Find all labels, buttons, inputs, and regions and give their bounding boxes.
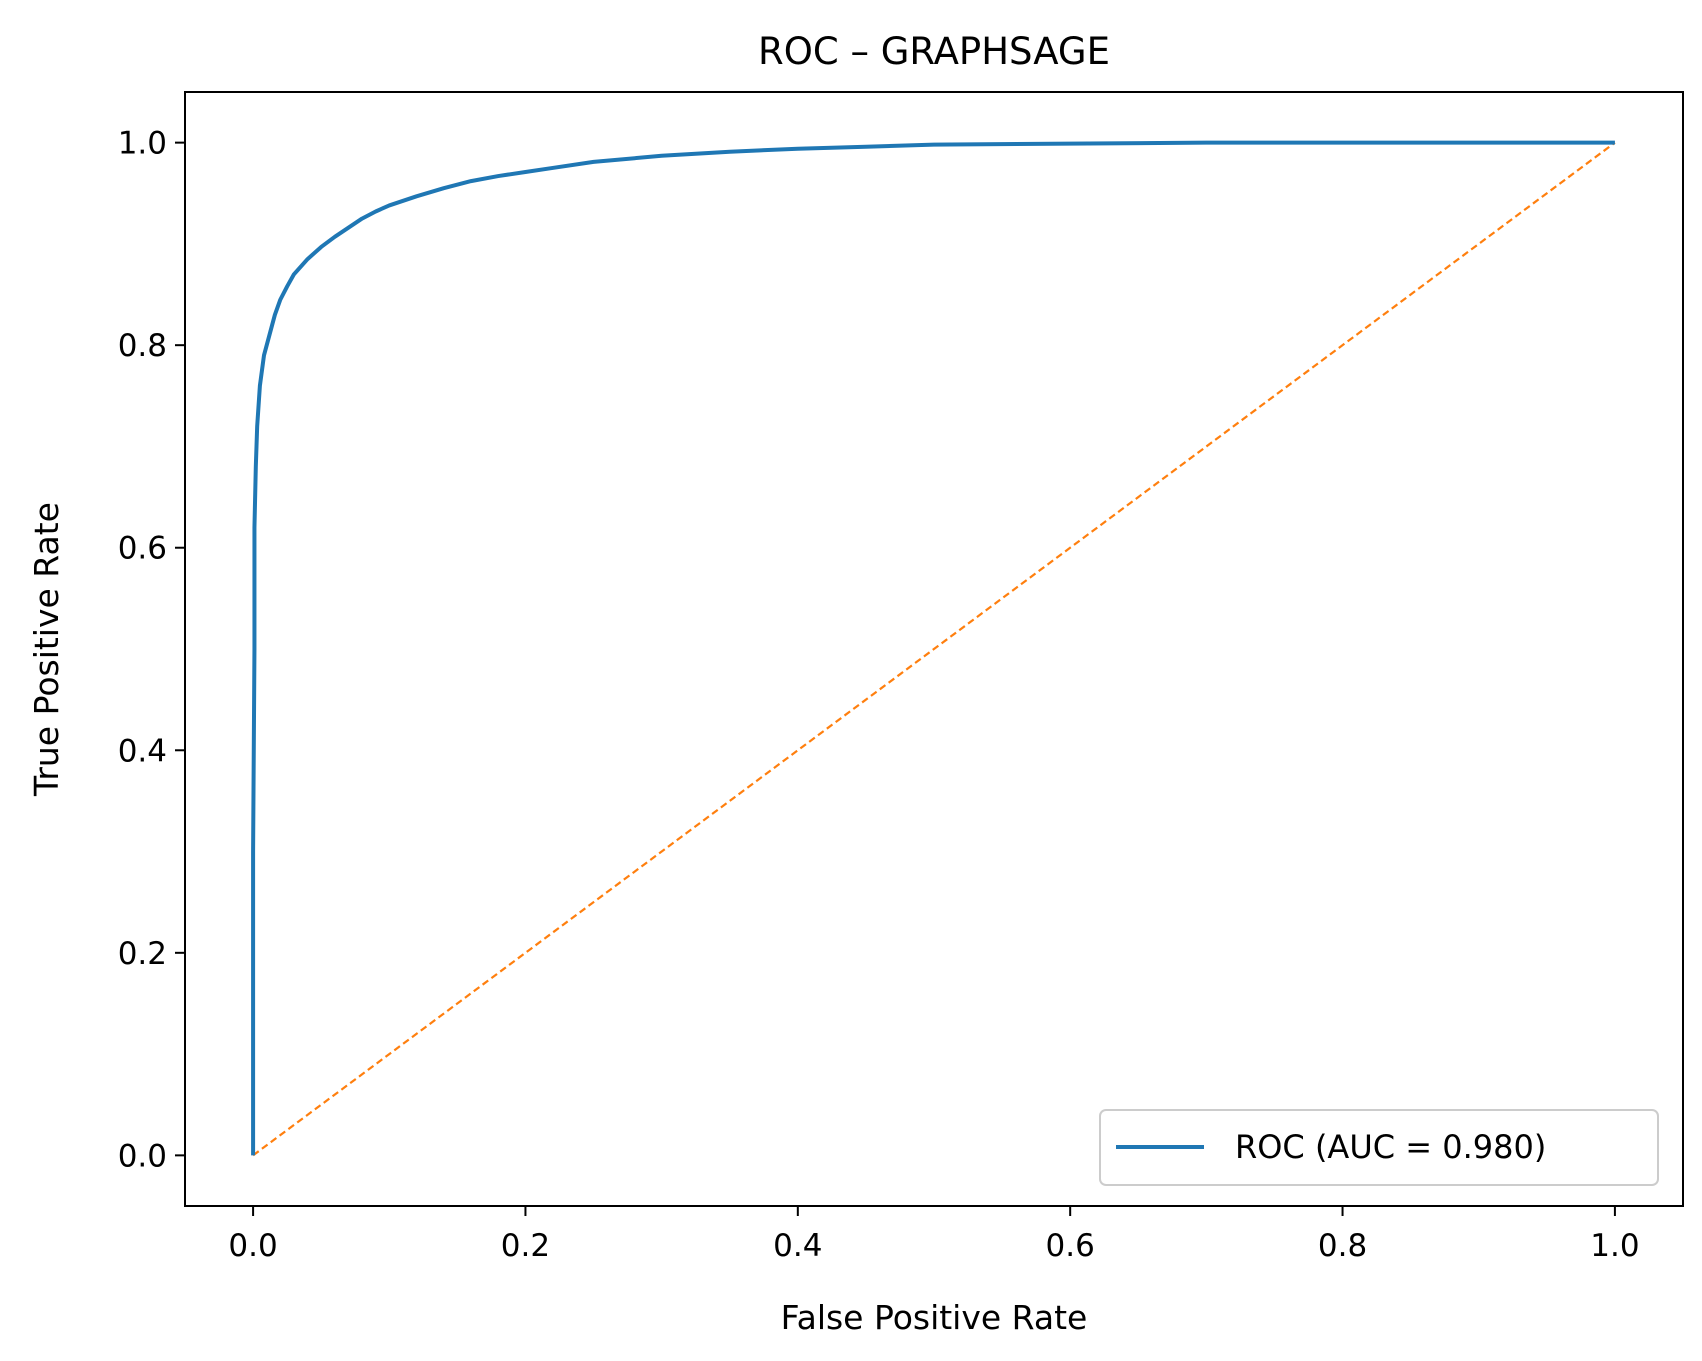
x-tick-label: 0.0	[228, 1228, 277, 1264]
y-tick-label: 0.0	[118, 1138, 167, 1174]
x-axis-label: False Positive Rate	[781, 1298, 1088, 1337]
roc-curve-line	[251, 140, 1615, 1156]
y-tick-label: 0.4	[118, 733, 167, 769]
reference-diagonal-line	[252, 141, 1616, 1157]
y-axis-label: True Positive Rate	[27, 502, 66, 797]
legend-label-roc: ROC (AUC = 0.980)	[1235, 1128, 1546, 1166]
plot-frame	[184, 91, 1684, 1207]
x-axis: 0.0 0.2 0.4 0.6 0.8 1.0	[228, 1206, 1640, 1264]
chart-title: ROC – GRAPHSAGE	[758, 30, 1110, 73]
x-tick-label: 0.6	[1046, 1228, 1095, 1264]
y-tick-label: 1.0	[118, 126, 167, 162]
legend: ROC (AUC = 0.980)	[1099, 1109, 1659, 1186]
plot-area	[251, 140, 1616, 1157]
y-tick-label: 0.8	[118, 328, 167, 364]
y-tick-label: 0.6	[118, 531, 167, 567]
x-tick-label: 0.2	[501, 1228, 550, 1264]
x-tick-label: 0.8	[1318, 1228, 1367, 1264]
x-tick-label: 1.0	[1590, 1228, 1639, 1264]
legend-box	[1099, 1109, 1659, 1186]
y-axis: 0.0 0.2 0.4 0.6 0.8 1.0	[118, 126, 185, 1174]
x-tick-label: 0.4	[773, 1228, 822, 1264]
y-tick-label: 0.2	[118, 936, 167, 972]
